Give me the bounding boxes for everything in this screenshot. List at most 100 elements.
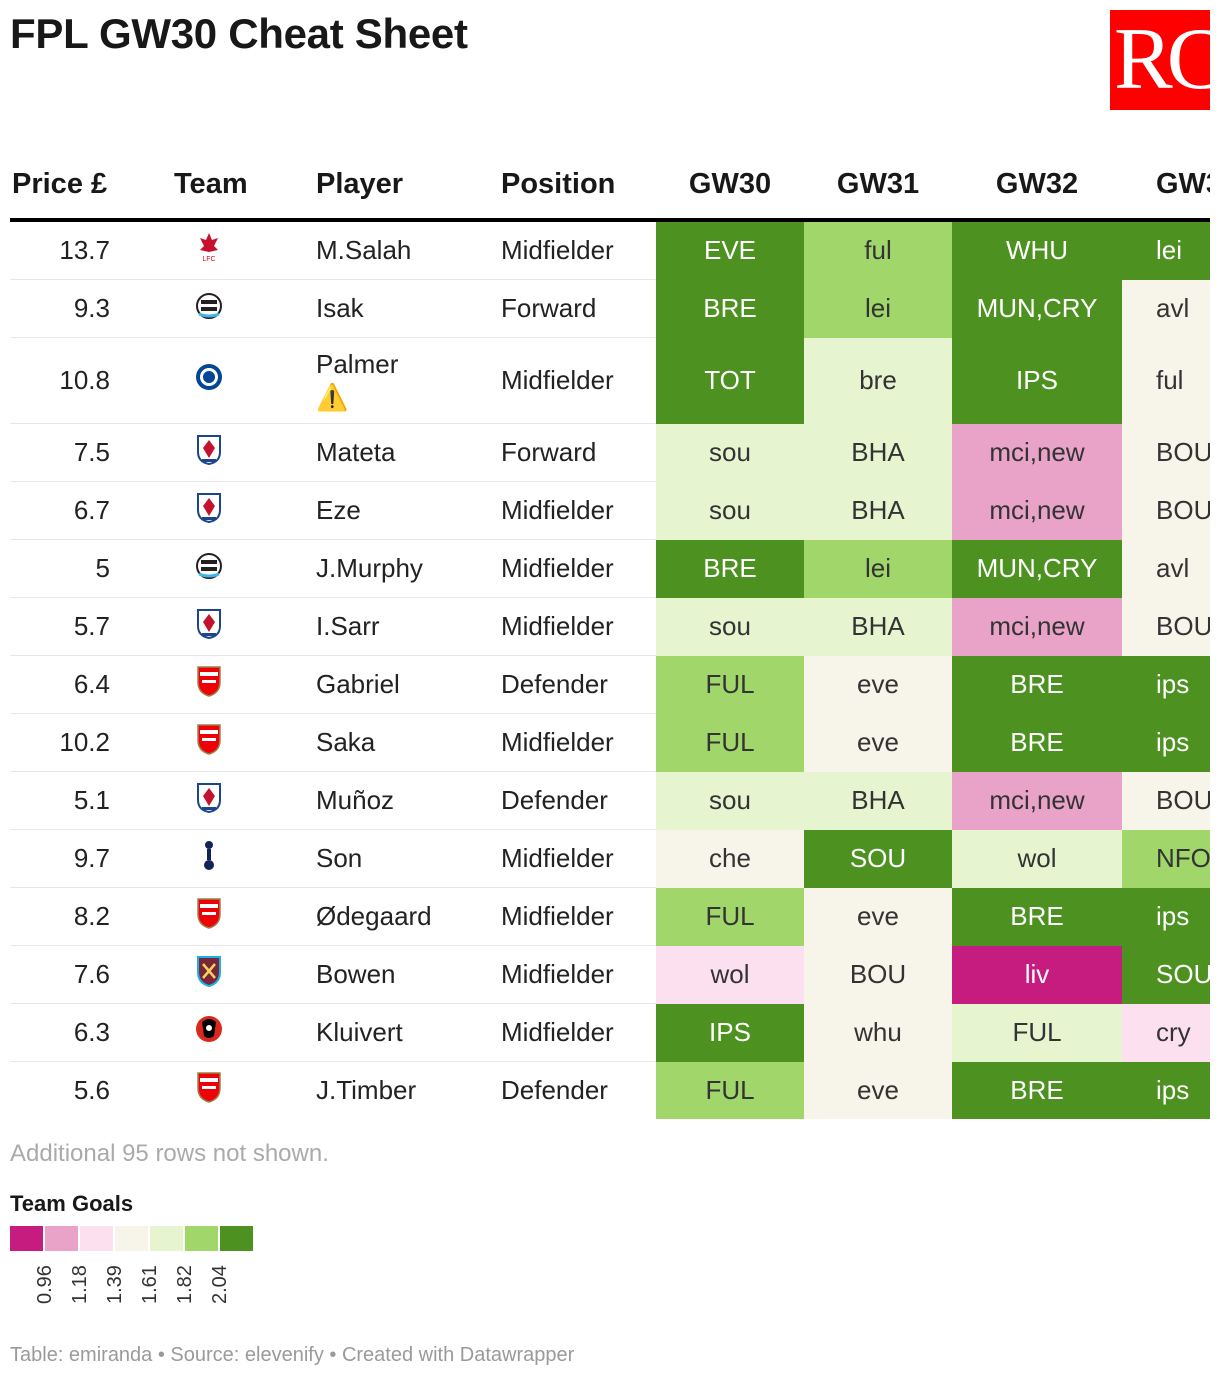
fixture-cell-gw30: wol — [656, 945, 804, 1004]
fixture-cell-gw32: WHU — [952, 220, 1122, 280]
fixture-cell-gw32: mci,new — [952, 597, 1122, 656]
fixture-cell-gw32: wol — [952, 829, 1122, 888]
player-cell: M.Salah — [316, 220, 501, 280]
team-cell — [156, 337, 316, 424]
position-cell: Midfielder — [501, 539, 656, 598]
player-name: Ødegaard — [316, 901, 432, 931]
palace-badge-icon — [194, 780, 224, 821]
fixture-cell-gw30: che — [656, 829, 804, 888]
fixture-cell-gw32: MUN,CRY — [952, 279, 1122, 338]
team-cell — [156, 539, 316, 598]
more-rows-note: Additional 95 rows not shown. — [10, 1140, 329, 1167]
header-gw31[interactable]: GW31 — [804, 150, 952, 222]
fixture-cell-gw31: lei — [804, 279, 952, 338]
table-row: 5.6 J.Timber Defender FUL eve BRE ips — [10, 1061, 1210, 1119]
team-cell — [156, 423, 316, 482]
price-cell: 10.8 — [10, 337, 156, 424]
header-price[interactable]: Price £ — [10, 150, 156, 222]
fixture-cell-gw30: IPS — [656, 1003, 804, 1062]
table-row: 5.1 Muñoz Defender sou BHA mci,new BOU — [10, 771, 1210, 830]
fixture-cell-gw32: mci,new — [952, 771, 1122, 830]
fixture-cell-gw33: ips — [1122, 887, 1210, 946]
fixture-cell-gw31: bre — [804, 337, 952, 424]
fixture-cell-gw31: SOU — [804, 829, 952, 888]
position-cell: Midfielder — [501, 337, 656, 424]
player-name: Mateta — [316, 437, 396, 467]
header-gw30[interactable]: GW30 — [656, 150, 804, 222]
fixture-cell-gw33: ips — [1122, 713, 1210, 772]
player-cell: Mateta — [316, 423, 501, 482]
legend-ticks: 0.96 1.18 1.39 1.61 1.82 2.04 — [10, 1256, 270, 1316]
fixture-cell-gw30: BRE — [656, 279, 804, 338]
position-cell: Forward — [501, 279, 656, 338]
fixture-cell-gw30: FUL — [656, 713, 804, 772]
legend-tick-label: 1.39 — [104, 1265, 126, 1304]
fixture-cell-gw31: BOU — [804, 945, 952, 1004]
position-cell: Forward — [501, 423, 656, 482]
chelsea-badge-icon — [194, 360, 224, 401]
fixture-cell-gw31: BHA — [804, 597, 952, 656]
fixture-cell-gw33: BOU — [1122, 597, 1210, 656]
fixture-cell-gw33: NFO — [1122, 829, 1210, 888]
header-team[interactable]: Team — [156, 150, 316, 222]
price-cell: 9.3 — [10, 279, 156, 338]
player-cell: J.Murphy — [316, 539, 501, 598]
header-gw33[interactable]: GW33 — [1122, 150, 1210, 222]
player-name: Muñoz — [316, 785, 395, 815]
player-cell: Son — [316, 829, 501, 888]
team-cell — [156, 771, 316, 830]
player-name: Isak — [316, 293, 364, 323]
table-header-row: Price £ Team Player Position GW30 GW31 G… — [10, 150, 1210, 222]
fixture-cell-gw32: BRE — [952, 713, 1122, 772]
bournemouth-badge-icon — [194, 1012, 224, 1053]
newcastle-badge-icon — [194, 288, 224, 329]
cheat-sheet-table-wrap: Price £ Team Player Position GW30 GW31 G… — [10, 150, 1210, 1119]
fixture-cell-gw33: avl — [1122, 539, 1210, 598]
legend-swatches — [10, 1226, 255, 1251]
page-title: FPL GW30 Cheat Sheet — [10, 10, 468, 57]
player-cell: Saka — [316, 713, 501, 772]
fixture-cell-gw33: BOU — [1122, 771, 1210, 830]
position-cell: Midfielder — [501, 945, 656, 1004]
fixture-cell-gw32: BRE — [952, 655, 1122, 714]
newcastle-badge-icon — [194, 548, 224, 589]
price-cell: 6.7 — [10, 481, 156, 540]
position-cell: Midfielder — [501, 1003, 656, 1062]
westham-badge-icon — [194, 954, 224, 995]
fixture-cell-gw30: FUL — [656, 887, 804, 946]
price-cell: 5.7 — [10, 597, 156, 656]
legend-swatch — [115, 1226, 148, 1251]
position-cell: Midfielder — [501, 481, 656, 540]
fixture-cell-gw32: liv — [952, 945, 1122, 1004]
spurs-badge-icon — [194, 838, 224, 879]
position-cell: Defender — [501, 771, 656, 830]
warning-icon: ⚠️ — [316, 381, 349, 412]
fixture-cell-gw31: eve — [804, 887, 952, 946]
price-cell: 10.2 — [10, 713, 156, 772]
fixture-cell-gw30: EVE — [656, 220, 804, 280]
player-cell: Bowen — [316, 945, 501, 1004]
player-name: Saka — [316, 727, 376, 757]
fixture-cell-gw31: BHA — [804, 481, 952, 540]
fixture-cell-gw30: sou — [656, 423, 804, 482]
legend-swatch — [185, 1226, 218, 1251]
team-cell — [156, 1003, 316, 1062]
header-player[interactable]: Player — [316, 150, 501, 222]
team-cell — [156, 887, 316, 946]
team-cell: LFC — [156, 220, 316, 280]
fixture-cell-gw32: mci,new — [952, 423, 1122, 482]
table-row: 13.7 LFC M.Salah Midfielder EVE ful WHU lei — [10, 220, 1210, 280]
price-cell: 9.7 — [10, 829, 156, 888]
table-row: 7.5 Mateta Forward sou BHA mci,new BOU — [10, 423, 1210, 482]
player-cell: Gabriel — [316, 655, 501, 714]
price-cell: 8.2 — [10, 887, 156, 946]
fixture-cell-gw32: IPS — [952, 337, 1122, 424]
position-cell: Defender — [501, 655, 656, 714]
header-gw32[interactable]: GW32 — [952, 150, 1122, 222]
table-row: 10.2 Saka Midfielder FUL eve BRE ips — [10, 713, 1210, 772]
arsenal-badge-icon — [194, 1070, 224, 1111]
fixture-cell-gw30: TOT — [656, 337, 804, 424]
legend-swatch — [150, 1226, 183, 1251]
player-cell: Isak — [316, 279, 501, 338]
header-position[interactable]: Position — [501, 150, 656, 222]
